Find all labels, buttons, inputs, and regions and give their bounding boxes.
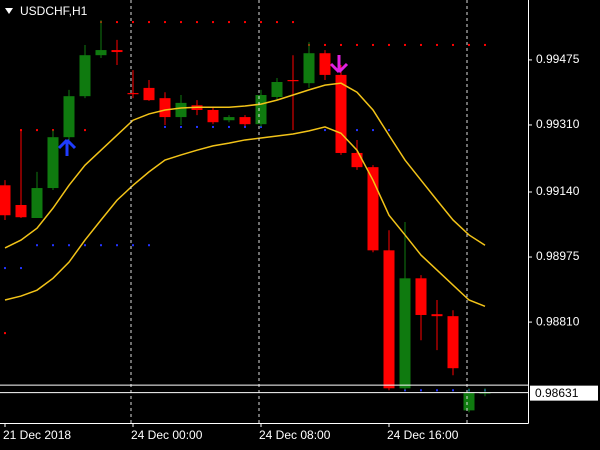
candle-body bbox=[255, 95, 267, 125]
indicator-dot bbox=[388, 129, 390, 132]
x-tick-label: 24 Dec 00:00 bbox=[131, 428, 203, 442]
indicator-dot bbox=[164, 125, 166, 128]
plot bbox=[0, 20, 491, 413]
candle-body bbox=[319, 53, 331, 75]
chart-title: USDCHF,H1 bbox=[20, 4, 88, 18]
x-tick-label: 24 Dec 16:00 bbox=[387, 428, 459, 442]
candle-body bbox=[31, 188, 43, 219]
buy-arrow bbox=[57, 138, 77, 156]
candle-body bbox=[159, 98, 171, 118]
indicator-dot bbox=[340, 43, 342, 46]
candle-body bbox=[383, 250, 395, 389]
indicator-dot bbox=[36, 244, 38, 247]
candle-body bbox=[79, 55, 91, 97]
indicator-dot bbox=[52, 244, 54, 247]
x-tick-label: 24 Dec 08:00 bbox=[259, 428, 331, 442]
indicator-dot bbox=[452, 43, 454, 46]
title-icon bbox=[5, 8, 13, 14]
indicator-dot bbox=[148, 244, 150, 247]
indicator-dot bbox=[36, 129, 38, 132]
candle-body bbox=[399, 278, 411, 389]
indicator-dot bbox=[84, 244, 86, 247]
indicator-dot bbox=[4, 267, 6, 270]
indicator-dot bbox=[324, 129, 326, 132]
y-tick-label: 0.98810 bbox=[536, 314, 580, 328]
candle-body bbox=[207, 109, 219, 123]
indicator-dot bbox=[20, 267, 22, 270]
indicator-dot bbox=[148, 21, 150, 24]
indicator-dot bbox=[388, 43, 390, 46]
indicator-dot bbox=[212, 21, 214, 24]
indicator-dot bbox=[436, 389, 438, 392]
candle-body bbox=[287, 80, 299, 82]
candle-body bbox=[175, 102, 187, 118]
candle-body bbox=[303, 53, 315, 84]
indicator-dot bbox=[244, 125, 246, 128]
candle-body bbox=[95, 50, 107, 56]
y-tick-label: 0.98975 bbox=[536, 249, 580, 263]
indicator-dot bbox=[420, 389, 422, 392]
indicator-dot bbox=[100, 244, 102, 247]
indicator-dot bbox=[68, 244, 70, 247]
indicator-dot bbox=[436, 43, 438, 46]
candle-body bbox=[271, 81, 283, 97]
indicator-dot bbox=[356, 129, 358, 132]
indicator-dot bbox=[420, 43, 422, 46]
candle-body bbox=[431, 314, 443, 317]
candle-body bbox=[63, 96, 75, 138]
indicator-dot bbox=[244, 21, 246, 24]
y-tick-label: 0.99475 bbox=[536, 52, 580, 66]
indicator-dot bbox=[132, 21, 134, 24]
indicator-dot bbox=[84, 129, 86, 132]
candle-body bbox=[335, 74, 347, 153]
indicator-dot bbox=[4, 332, 6, 335]
candle-body bbox=[367, 167, 379, 251]
price-label: 0.98631 bbox=[535, 386, 579, 400]
candle-body bbox=[111, 50, 123, 53]
indicator-dot bbox=[468, 43, 470, 46]
indicator-dot bbox=[228, 125, 230, 128]
sell-arrow bbox=[329, 55, 349, 74]
candle-body bbox=[47, 137, 59, 189]
candle-body bbox=[463, 393, 475, 411]
candle-body bbox=[351, 152, 363, 168]
candle-body bbox=[143, 87, 155, 101]
candle-body bbox=[223, 117, 235, 121]
candle-body bbox=[447, 316, 459, 369]
moving-average bbox=[4, 82, 486, 249]
indicator-dot bbox=[132, 244, 134, 247]
y-tick-label: 0.99140 bbox=[536, 184, 580, 198]
indicator-dot bbox=[116, 244, 118, 247]
indicator-dot bbox=[212, 125, 214, 128]
indicator-dot bbox=[372, 129, 374, 132]
price-label-box bbox=[530, 385, 598, 401]
indicator-dot bbox=[292, 21, 294, 24]
x-tick-label: 21 Dec 2018 bbox=[3, 428, 71, 442]
candle-body bbox=[127, 93, 139, 95]
indicator-dot bbox=[356, 43, 358, 46]
candle-body bbox=[239, 117, 251, 125]
candle-body bbox=[0, 185, 11, 216]
candle-body bbox=[415, 278, 427, 315]
indicator-dot bbox=[260, 21, 262, 24]
indicator-dot bbox=[196, 125, 198, 128]
indicator-dot bbox=[276, 21, 278, 24]
indicator-dot bbox=[196, 21, 198, 24]
moving-average bbox=[4, 126, 486, 308]
y-tick-label: 0.99310 bbox=[536, 117, 580, 131]
candle-body bbox=[15, 204, 27, 218]
indicator-dot bbox=[164, 21, 166, 24]
indicator-dot bbox=[484, 43, 486, 46]
indicator-dot bbox=[404, 43, 406, 46]
indicator-dot bbox=[324, 43, 326, 46]
indicator-dot bbox=[180, 125, 182, 128]
indicator-dot bbox=[452, 389, 454, 392]
indicator-dot bbox=[116, 21, 118, 24]
indicator-dot bbox=[180, 21, 182, 24]
indicator-dot bbox=[372, 43, 374, 46]
indicator-dot bbox=[228, 21, 230, 24]
